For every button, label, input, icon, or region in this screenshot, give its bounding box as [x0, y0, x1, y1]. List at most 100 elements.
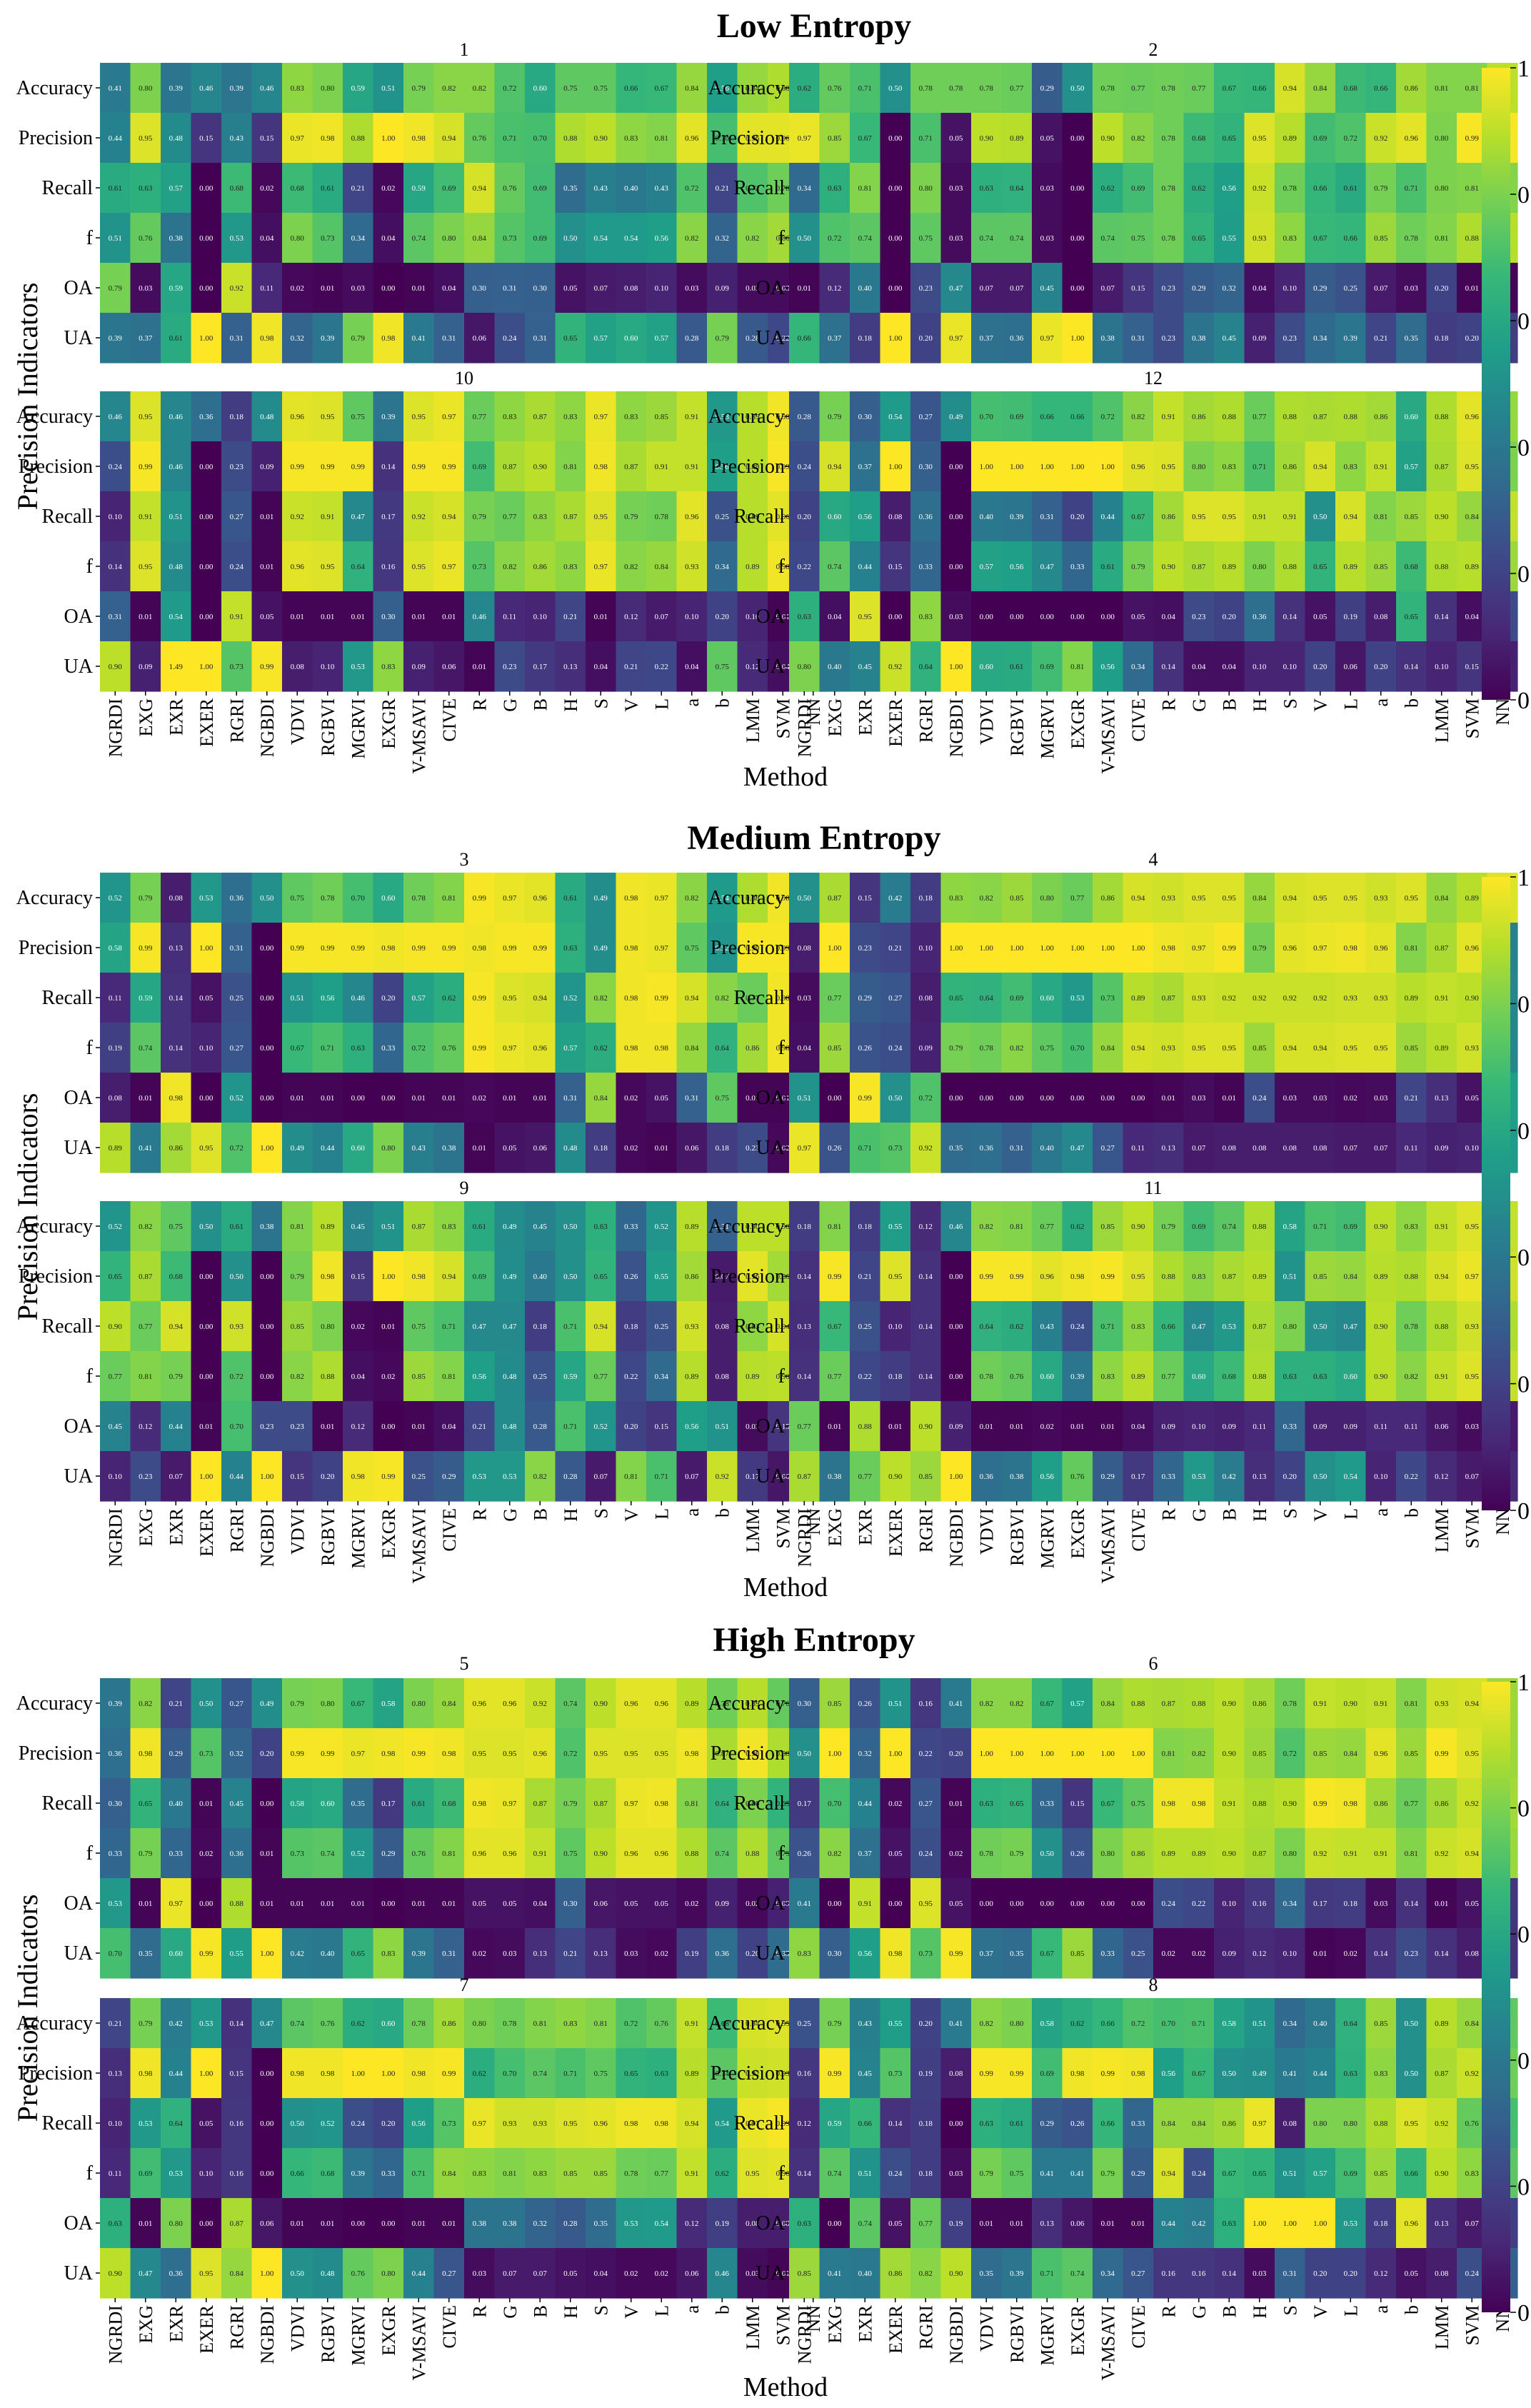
heatmap-cell: [1153, 163, 1185, 214]
x-tick-label: EXER: [196, 1507, 217, 1557]
cell-value-label: 0.99: [1010, 2070, 1024, 2078]
cell-value-label: 0.70: [828, 1800, 842, 1808]
x-tick-label: NGBDI: [257, 1508, 278, 1567]
heatmap-cell: [1275, 113, 1306, 164]
cell-value-label: 0.23: [139, 1473, 153, 1481]
cell-value-label: 0.83: [1192, 1273, 1206, 1281]
y-tick-label: f: [778, 227, 785, 249]
cell-value-label: 0.79: [291, 1273, 305, 1281]
cell-value-label: 0.60: [381, 894, 396, 903]
x-tick-label: V: [621, 1508, 642, 1522]
cell-value-label: 0.99: [473, 1044, 487, 1053]
cell-value-label: 0.09: [1223, 1423, 1237, 1431]
cell-value-label: 0.23: [1192, 613, 1206, 621]
cell-value-label: 0.88: [1435, 413, 1449, 421]
cell-value-label: 0.77: [503, 513, 517, 521]
heatmap-cell: [373, 113, 404, 164]
cell-value-label: 0.45: [858, 2070, 873, 2078]
x-tick-label: V: [621, 698, 642, 712]
cell-value-label: 0.00: [980, 613, 994, 621]
cell-value-label: 0.38: [169, 234, 184, 243]
cell-value-label: 0.38: [473, 2219, 487, 2228]
y-tick-label: Precision: [19, 1742, 93, 1765]
cell-value-label: 0.78: [919, 84, 933, 93]
cell-value-label: 0.28: [563, 2219, 578, 2228]
x-tick-label: SVM: [773, 1508, 793, 1548]
cell-value-label: 0.80: [1313, 2119, 1327, 2128]
cell-value-label: 1.00: [1131, 944, 1145, 953]
cell-value-label: 0.36: [716, 1950, 730, 1958]
cell-value-label: 0.01: [321, 1094, 334, 1103]
cell-value-label: 0.90: [533, 463, 548, 471]
cell-value-label: 0.81: [1162, 1750, 1175, 1758]
cell-value-label: 0.50: [199, 1223, 214, 1231]
y-tick-label: OA: [756, 1415, 785, 1438]
heatmap-cell: [971, 213, 1003, 264]
heatmap-cell: [1183, 163, 1215, 214]
heatmap-cell: [161, 491, 192, 542]
x-tick-label: G: [500, 2305, 521, 2319]
cell-value-label: 0.10: [919, 944, 933, 953]
x-tick-label: B: [1219, 698, 1240, 711]
cell-value-label: 0.85: [828, 1044, 842, 1053]
cell-value-label: 0.09: [716, 284, 730, 293]
cell-value-label: 0.62: [1101, 184, 1115, 193]
x-tick-label: MGRVI: [1037, 2305, 1058, 2366]
heatmap-cell: [910, 313, 942, 363]
cell-value-label: 0.11: [1405, 1423, 1418, 1431]
cell-value-label: 0.77: [798, 1423, 812, 1431]
cell-value-label: 0.24: [919, 1850, 933, 1858]
cell-value-label: 0.98: [381, 1750, 396, 1758]
cell-value-label: 0.98: [442, 1750, 456, 1758]
cell-value-label: 0.33: [919, 563, 933, 571]
heatmap-cell: [130, 441, 161, 492]
cell-value-label: 0.08: [1313, 1144, 1327, 1153]
cell-value-label: 0.00: [1131, 1094, 1145, 1103]
cell-value-label: 0.29: [1131, 2169, 1145, 2178]
cell-value-label: 0.00: [949, 2119, 963, 2128]
cell-value-label: 0.27: [919, 1800, 933, 1808]
cell-value-label: 0.01: [1010, 2219, 1023, 2228]
cell-value-label: 0.95: [503, 994, 517, 1003]
y-tick-label: Precision: [19, 127, 93, 149]
cell-value-label: 0.60: [321, 1800, 335, 1808]
cell-value-label: 0.39: [1010, 2269, 1024, 2278]
cell-value-label: 0.45: [230, 1800, 244, 1808]
cell-value-label: 0.87: [1192, 563, 1206, 571]
cell-value-label: 0.93: [1192, 994, 1206, 1003]
cell-value-label: 0.47: [1070, 1144, 1085, 1153]
cell-value-label: 0.44: [858, 1800, 873, 1808]
cell-value-label: 0.99: [291, 1750, 305, 1758]
cell-value-label: 0.79: [412, 84, 426, 93]
cell-value-label: 0.62: [594, 1044, 608, 1053]
cell-value-label: 0.92: [1283, 994, 1297, 1003]
cell-value-label: 0.01: [139, 1094, 152, 1103]
cell-value-label: 0.82: [716, 994, 729, 1003]
heatmap-cell: [616, 441, 647, 492]
cell-value-label: 0.99: [1435, 1750, 1449, 1758]
heatmap-cell: [1001, 313, 1033, 363]
cell-value-label: 0.98: [1192, 1800, 1206, 1808]
colorbar-tick-label: 0.6: [1517, 1922, 1531, 1948]
cell-value-label: 0.82: [919, 2269, 933, 2278]
cell-value-label: 0.00: [260, 1323, 274, 1331]
cell-value-label: 1.00: [199, 1473, 214, 1481]
cell-value-label: 0.86: [1435, 1800, 1449, 1808]
cell-value-label: 0.94: [1465, 1700, 1480, 1708]
cell-value-label: 0.38: [503, 2219, 517, 2228]
x-tick-label: G: [1189, 698, 1210, 712]
cell-value-label: 0.65: [563, 334, 578, 343]
cell-value-label: 0.07: [533, 2269, 548, 2278]
cell-value-label: 0.97: [655, 944, 669, 953]
x-tick-label: a: [1371, 2305, 1392, 2314]
cell-value-label: 0.96: [1465, 413, 1480, 421]
x-tick-label: S: [1280, 698, 1300, 708]
heatmap-cell: [1305, 263, 1336, 313]
cell-value-label: 0.66: [1101, 2020, 1115, 2028]
cell-value-label: 0.98: [655, 1800, 669, 1808]
heatmap-cell: [646, 263, 678, 313]
cell-value-label: 0.22: [624, 1373, 638, 1381]
heatmap-cell: [1396, 263, 1427, 313]
x-tick-label: VDVI: [287, 698, 308, 745]
heatmap-cell: [555, 263, 586, 313]
